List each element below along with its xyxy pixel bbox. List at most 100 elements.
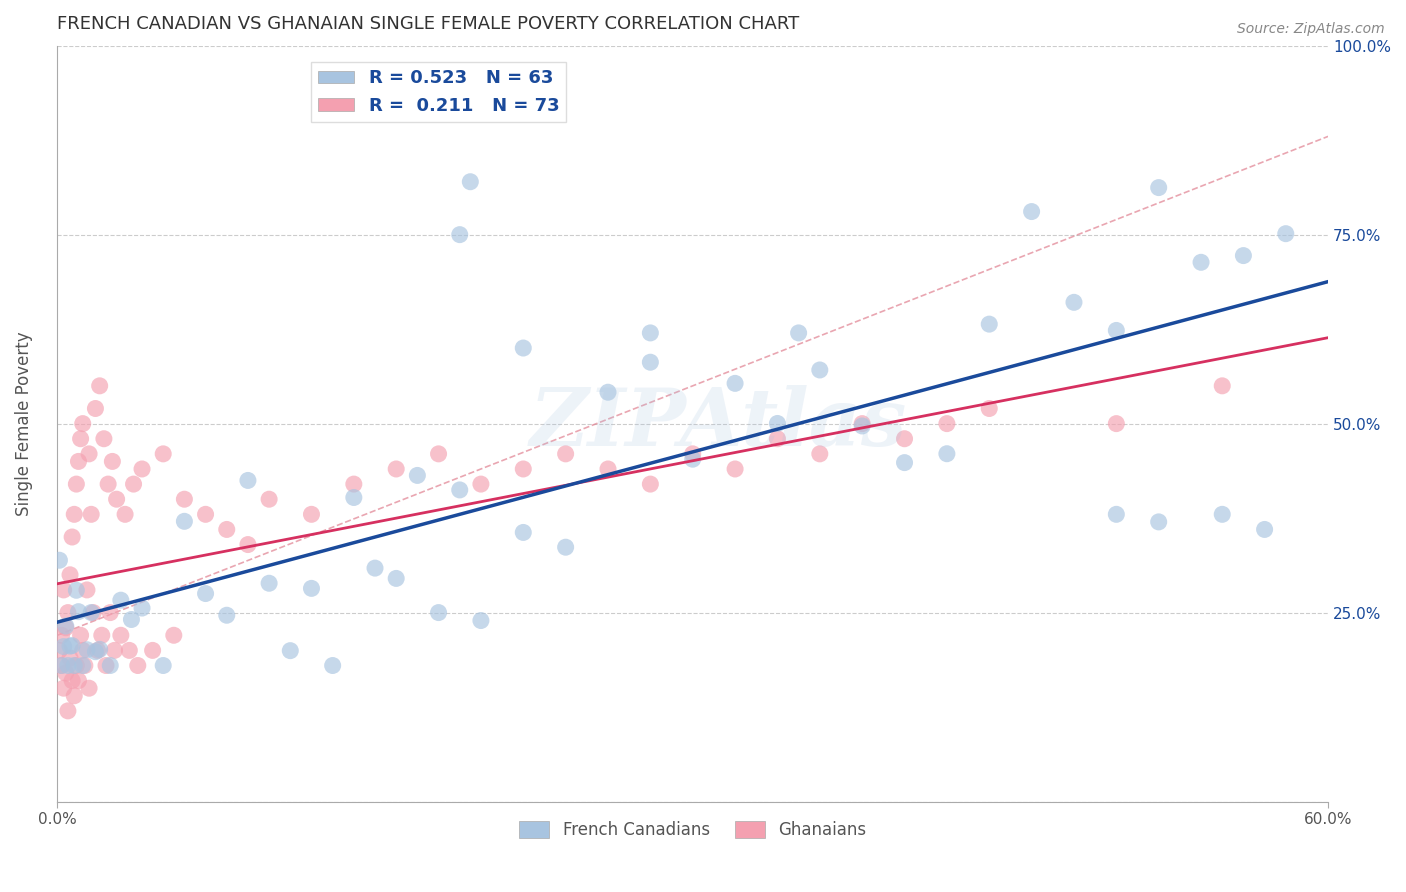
Point (851, 419, 873, 434)
Point (1105, 417, 1128, 431)
Point (512, 462, 534, 476)
Point (48, 643, 70, 657)
Text: ZIPAtlas: ZIPAtlas (530, 384, 907, 462)
Point (278, 643, 301, 657)
Point (65, 658, 87, 673)
Point (69, 432, 91, 446)
Point (59, 651, 82, 665)
Point (72, 643, 94, 657)
Point (55, 619, 77, 633)
Point (979, 317, 1001, 331)
Point (343, 491, 366, 505)
Point (449, 483, 471, 497)
Point (215, 608, 238, 623)
Text: FRENCH CANADIAN VS GHANAIAN SINGLE FEMALE POVERTY CORRELATION CHART: FRENCH CANADIAN VS GHANAIAN SINGLE FEMAL… (58, 15, 800, 33)
Point (554, 447, 576, 461)
Point (152, 658, 174, 673)
Point (808, 447, 831, 461)
Point (406, 468, 429, 483)
Legend: French Canadians, Ghanaians: French Canadians, Ghanaians (513, 814, 873, 847)
Point (1211, 379, 1233, 393)
Point (142, 643, 165, 657)
Point (114, 508, 136, 522)
Point (724, 376, 747, 391)
Point (152, 447, 174, 461)
Point (766, 417, 789, 431)
Point (110, 628, 132, 642)
Point (94, 658, 117, 673)
Y-axis label: Single Female Poverty: Single Female Poverty (15, 331, 32, 516)
Point (1147, 515, 1170, 529)
Point (554, 540, 576, 554)
Point (640, 477, 662, 491)
Point (1253, 523, 1275, 537)
Point (120, 613, 142, 627)
Point (1211, 508, 1233, 522)
Point (84, 645, 107, 659)
Point (56, 658, 79, 673)
Point (808, 363, 831, 377)
Point (77, 447, 100, 461)
Point (1274, 227, 1296, 241)
Point (89, 642, 111, 657)
Point (1021, 204, 1043, 219)
Point (766, 432, 789, 446)
Point (1105, 323, 1128, 337)
Point (1189, 255, 1212, 269)
Point (194, 586, 217, 600)
Point (682, 447, 704, 461)
Point (51, 658, 73, 673)
Point (301, 508, 323, 522)
Point (640, 355, 662, 369)
Point (173, 514, 195, 528)
Point (787, 326, 810, 340)
Point (59, 639, 82, 653)
Point (105, 492, 128, 507)
Point (101, 454, 124, 468)
Point (935, 447, 957, 461)
Point (131, 601, 153, 615)
Point (301, 582, 323, 596)
Point (470, 614, 492, 628)
Point (1147, 180, 1170, 194)
Point (60, 673, 83, 688)
Point (364, 561, 387, 575)
Point (90, 628, 112, 642)
Point (86, 643, 108, 657)
Point (82, 606, 104, 620)
Point (97, 477, 120, 491)
Point (80, 508, 103, 522)
Point (596, 385, 619, 400)
Point (682, 452, 704, 467)
Point (55, 666, 77, 681)
Point (215, 523, 238, 537)
Point (893, 456, 915, 470)
Point (80, 606, 103, 620)
Point (73, 658, 96, 673)
Point (93, 432, 115, 446)
Point (460, 175, 482, 189)
Point (51, 628, 73, 642)
Point (60, 530, 83, 544)
Point (979, 401, 1001, 416)
Point (65, 583, 87, 598)
Point (385, 571, 408, 585)
Point (127, 658, 149, 673)
Point (257, 576, 280, 591)
Point (1105, 508, 1128, 522)
Point (257, 492, 280, 507)
Point (59, 567, 82, 582)
Point (122, 477, 145, 491)
Point (72, 417, 94, 431)
Point (52, 582, 75, 597)
Point (67, 673, 90, 688)
Point (55, 621, 77, 635)
Point (98, 658, 121, 673)
Point (52, 681, 75, 696)
Point (640, 326, 662, 340)
Point (63, 508, 86, 522)
Point (385, 462, 408, 476)
Point (77, 681, 100, 696)
Point (163, 628, 186, 642)
Point (63, 689, 86, 703)
